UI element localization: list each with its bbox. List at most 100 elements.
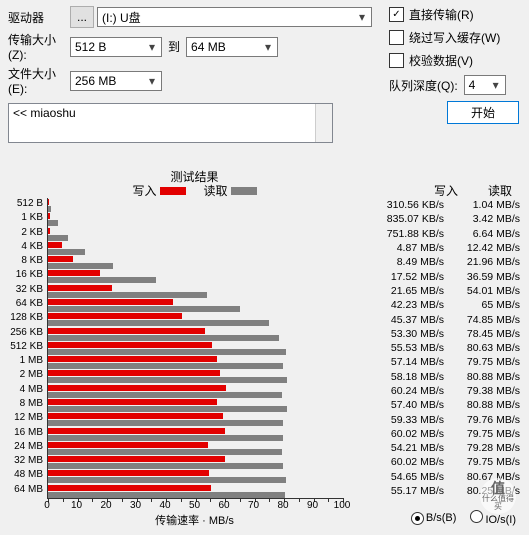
y-tick-label: 4 KB (7, 241, 43, 252)
read-bar (48, 249, 85, 255)
write-cell: 59.33 MB/s (368, 414, 444, 426)
read-bar (48, 377, 287, 383)
read-cell: 65 MB/s (454, 299, 520, 311)
legend-read-swatch (231, 187, 257, 195)
drive-browse-button[interactable]: ... (70, 6, 94, 28)
read-bar (48, 492, 285, 498)
table-row: 17.52 MB/s36.59 MB/s (368, 269, 520, 283)
read-header: 读取 (488, 182, 512, 199)
read-cell: 79.76 MB/s (454, 414, 520, 426)
write-cell: 42.23 MB/s (368, 299, 444, 311)
read-cell: 21.96 MB/s (454, 256, 520, 268)
description-textarea[interactable]: << miaoshu (8, 103, 333, 143)
description-text: << miaoshu (13, 106, 76, 120)
queue-depth-combo[interactable]: 4 ▾ (464, 75, 506, 95)
write-cell: 57.40 MB/s (368, 399, 444, 411)
write-bar (48, 428, 225, 434)
read-cell: 78.45 MB/s (454, 328, 520, 340)
write-cell: 8.49 MB/s (368, 256, 444, 268)
results-area: 测试结果 写入 读取 写入 读取 512 B1 KB2 KB4 KB8 KB16… (7, 168, 522, 528)
x-tick-label: 100 (334, 500, 351, 511)
table-row: 751.88 KB/s6.64 MB/s (368, 227, 520, 241)
x-tick-label: 90 (307, 500, 318, 511)
write-cell: 21.65 MB/s (368, 285, 444, 297)
bypass-cache-checkbox[interactable]: 绕过写入缓存(W) (389, 29, 519, 46)
read-cell: 54.01 MB/s (454, 285, 520, 297)
table-row: 835.07 KB/s3.42 MB/s (368, 212, 520, 226)
read-cell: 79.75 MB/s (454, 456, 520, 468)
table-row: 310.56 KB/s1.04 MB/s (368, 198, 520, 212)
read-cell: 80.88 MB/s (454, 371, 520, 383)
chevron-down-icon: ▾ (355, 10, 369, 24)
y-tick-label: 1 MB (7, 355, 43, 366)
write-bar (48, 413, 223, 419)
window: 驱动器 ... (I:) U盘 ▾ 传输大小(Z): 512 B ▾ 到 64 … (0, 0, 529, 535)
write-bar (48, 342, 212, 348)
bps-radio[interactable]: B/s(B) (411, 512, 457, 525)
x-tick-label: 40 (159, 500, 170, 511)
table-row: 4.87 MB/s 12.42 MB/s (368, 241, 520, 255)
y-tick-label: 1 KB (7, 212, 43, 223)
write-cell: 751.88 KB/s (368, 228, 444, 240)
write-cell: 55.17 MB/s (368, 485, 444, 497)
bypass-cache-label: 绕过写入缓存(W) (409, 29, 500, 46)
chevron-down-icon: ▾ (261, 40, 275, 54)
table-row: 53.30 MB/s78.45 MB/s (368, 327, 520, 341)
verify-data-label: 校验数据(V) (409, 52, 473, 69)
read-cell: 12.42 MB/s (454, 242, 520, 254)
y-tick-label: 8 KB (7, 255, 43, 266)
y-tick-label: 24 MB (7, 441, 43, 452)
read-bar (48, 263, 113, 269)
y-tick-label: 16 KB (7, 269, 43, 280)
y-tick-label: 8 MB (7, 398, 43, 409)
read-bar (48, 363, 283, 369)
read-bar (48, 206, 51, 212)
chevron-down-icon: ▾ (145, 40, 159, 54)
table-row: 8.49 MB/s 21.96 MB/s (368, 255, 520, 269)
iops-radio[interactable]: IO/s(I) (470, 510, 516, 526)
y-tick-label: 256 KB (7, 327, 43, 338)
chevron-down-icon: ▾ (145, 74, 159, 88)
read-bar (48, 349, 286, 355)
write-cell: 57.14 MB/s (368, 356, 444, 368)
y-tick-label: 48 MB (7, 469, 43, 480)
read-bar (48, 220, 58, 226)
start-button[interactable]: 开始 (447, 101, 519, 124)
scrollbar[interactable] (315, 104, 332, 142)
write-cell: 4.87 MB/s (368, 242, 444, 254)
read-cell: 80.63 MB/s (454, 342, 520, 354)
y-tick-label: 12 MB (7, 412, 43, 423)
direct-transfer-checkbox[interactable]: ✓ 直接传输(R) (389, 6, 519, 23)
read-bar (48, 392, 282, 398)
table-row: 60.02 MB/s79.75 MB/s (368, 427, 520, 441)
read-cell: 79.75 MB/s (454, 356, 520, 368)
to-label: 到 (168, 38, 180, 55)
transfer-from-combo[interactable]: 512 B ▾ (70, 37, 162, 57)
table-row: 60.24 MB/s 79.38 MB/s (368, 384, 520, 398)
write-bar (48, 256, 73, 262)
radio-icon (470, 510, 483, 523)
x-tick-label: 60 (218, 500, 229, 511)
write-cell: 310.56 KB/s (368, 199, 444, 211)
write-cell: 60.24 MB/s (368, 385, 444, 397)
read-bar (48, 477, 286, 483)
read-cell: 79.38 MB/s (454, 385, 520, 397)
table-row: 60.02 MB/s79.75 MB/s (368, 455, 520, 469)
read-bar (48, 435, 283, 441)
y-tick-label: 128 KB (7, 312, 43, 323)
y-tick-label: 32 MB (7, 455, 43, 466)
write-bar (48, 385, 226, 391)
drive-combo[interactable]: (I:) U盘 ▾ (97, 7, 372, 27)
bar-chart (47, 198, 343, 499)
verify-data-checkbox[interactable]: 校验数据(V) (389, 52, 519, 69)
write-bar (48, 213, 50, 219)
table-row: 42.23 MB/s 65 MB/s (368, 298, 520, 312)
transfer-to-combo[interactable]: 64 MB ▾ (186, 37, 278, 57)
table-row: 58.18 MB/s80.88 MB/s (368, 370, 520, 384)
file-size-combo[interactable]: 256 MB ▾ (70, 71, 162, 91)
read-cell: 36.59 MB/s (454, 271, 520, 283)
read-cell: 80.88 MB/s (454, 399, 520, 411)
options-panel: ✓ 直接传输(R) 绕过写入缓存(W) 校验数据(V) 队列深度(Q): 4 ▾… (389, 6, 519, 124)
transfer-from-value: 512 B (75, 40, 106, 54)
write-bar (48, 442, 208, 448)
